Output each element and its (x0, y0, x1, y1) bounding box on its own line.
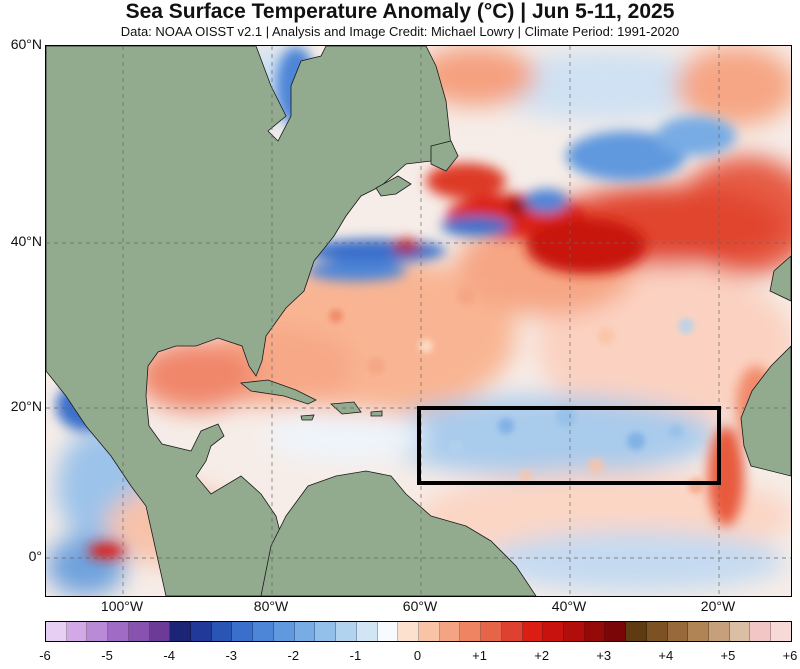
colorbar-segment (667, 622, 689, 641)
colorbar-segment (688, 622, 709, 641)
colorbar-segment (605, 622, 627, 641)
colorbar-segment (336, 622, 357, 641)
colorbar-segment (191, 622, 212, 641)
colorbar-segment (584, 622, 606, 641)
colorbar-segment (87, 622, 109, 641)
map-canvas (46, 46, 791, 596)
colorbar-segment (170, 622, 192, 641)
lon-label-80w: 80°W (253, 598, 289, 614)
colorbar-segment (626, 622, 647, 641)
lon-label-60w: 60°W (402, 598, 438, 614)
colorbar-tick-label: -3 (225, 648, 238, 663)
colorbar-segment (646, 622, 668, 641)
colorbar-segment (377, 622, 399, 641)
colorbar-tick-label: 0 (413, 648, 422, 663)
colorbar-segment (543, 622, 564, 641)
colorbar-segment (66, 622, 88, 641)
lat-label-20n: 20°N (10, 398, 42, 414)
colorbar (45, 621, 792, 642)
colorbar-segment (232, 622, 254, 641)
lat-label-60n: 60°N (10, 36, 42, 52)
sst-anomaly-map (45, 45, 792, 597)
colorbar-tick-label: -4 (163, 648, 175, 663)
colorbar-segment (563, 622, 585, 641)
colorbar-segment (398, 622, 419, 641)
colorbar-segment (108, 622, 129, 641)
colorbar-tick-label: -5 (101, 648, 113, 663)
main-development-region-box (417, 406, 721, 485)
colorbar-segment (460, 622, 482, 641)
colorbar-segment (253, 622, 274, 641)
colorbar-segment (501, 622, 523, 641)
colorbar-segment (128, 622, 150, 641)
anomaly-field-detail (56, 46, 776, 559)
graticule (46, 46, 791, 596)
lat-label-40n: 40°N (10, 233, 42, 249)
colorbar-tick-label: +6 (782, 648, 798, 663)
colorbar-segment (418, 622, 440, 641)
anomaly-field-broad (46, 46, 791, 596)
colorbar-tick-label: -6 (39, 648, 51, 663)
colorbar-segment (729, 622, 751, 641)
lon-label-20w: 20°W (700, 598, 736, 614)
land-masses (46, 46, 791, 596)
colorbar-segment (315, 622, 337, 641)
colorbar-segment (750, 622, 772, 641)
colorbar-segment (46, 622, 67, 641)
africa-landmass (740, 345, 791, 477)
colorbar-segment (481, 622, 502, 641)
colorbar-tick-label: +2 (534, 648, 550, 663)
colorbar-segment (771, 622, 791, 641)
lon-label-40w: 40°W (551, 598, 587, 614)
colorbar-tick-label: +1 (472, 648, 487, 663)
colorbar-segment (439, 622, 461, 641)
colorbar-tick-label: -1 (349, 648, 362, 663)
colorbar-tick-label: +3 (596, 648, 612, 663)
colorbar-tick-label: -2 (287, 648, 300, 663)
jamaica (300, 414, 315, 421)
colorbar-segment (273, 622, 295, 641)
cuba (239, 379, 317, 405)
iberia (769, 255, 791, 302)
lat-label-0: 0° (28, 548, 42, 564)
south-america-landmass (260, 470, 537, 596)
puerto-rico (370, 410, 383, 417)
colorbar-segment (709, 622, 730, 641)
colorbar-segment (522, 622, 544, 641)
colorbar-segment (211, 622, 233, 641)
nova-scotia (375, 175, 412, 197)
colorbar-segment (356, 622, 378, 641)
anomaly-speckle (329, 287, 704, 494)
colorbar-segment (294, 622, 316, 641)
chart-subtitle: Data: NOAA OISST v2.1 | Analysis and Ima… (120, 24, 680, 39)
colorbar-tick-label: +4 (658, 648, 674, 663)
north-america-landmass (46, 46, 452, 596)
chart-title: Sea Surface Temperature Anomaly (°C) | J… (125, 0, 675, 23)
colorbar-tick-label: +5 (720, 648, 736, 663)
newfoundland (430, 140, 459, 172)
lon-label-100w: 100°W (100, 598, 144, 614)
colorbar-segment (149, 622, 171, 641)
